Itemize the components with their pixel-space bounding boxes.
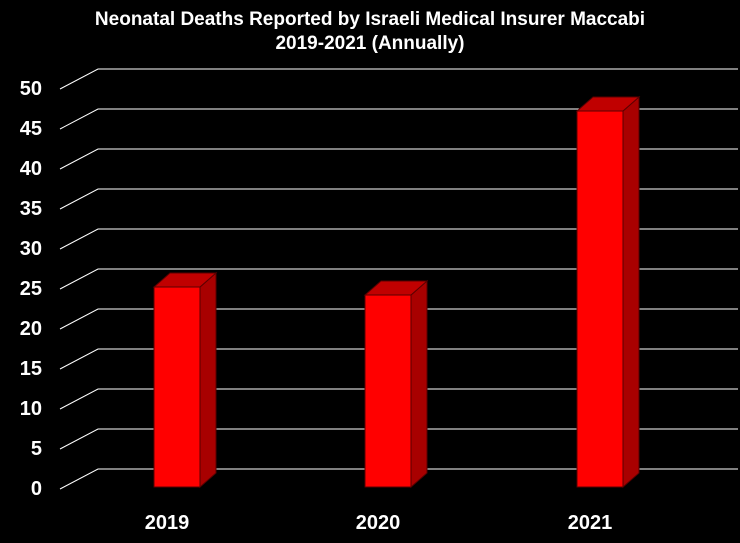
y-tick-label-30: 30 bbox=[20, 238, 42, 260]
x-category-label-2021: 2021 bbox=[568, 512, 613, 534]
gridline-5 bbox=[59, 428, 738, 450]
bar-front-2019 bbox=[153, 286, 201, 488]
y-tick-label-0: 0 bbox=[31, 478, 42, 500]
gridline-15 bbox=[59, 348, 738, 370]
y-tick-label-15: 15 bbox=[20, 358, 42, 380]
bar-2020 bbox=[363, 279, 429, 489]
y-tick-label-10: 10 bbox=[20, 398, 42, 420]
gridline-50 bbox=[59, 68, 738, 90]
gridline-20 bbox=[59, 308, 738, 330]
y-tick-label-5: 5 bbox=[31, 438, 42, 460]
bar-2021 bbox=[575, 95, 641, 489]
bar-2019 bbox=[152, 271, 218, 489]
gridline-40 bbox=[59, 148, 738, 170]
gridline-45 bbox=[59, 108, 738, 130]
bar-side-2021 bbox=[622, 95, 640, 489]
y-tick-label-25: 25 bbox=[20, 278, 42, 300]
chart-title-line1: Neonatal Deaths Reported by Israeli Medi… bbox=[94, 9, 646, 30]
x-axis-category-labels: 2019 2020 2021 bbox=[145, 512, 613, 534]
y-tick-label-45: 45 bbox=[20, 118, 42, 140]
chart-title-line2: 2019-2021 (Annually) bbox=[275, 33, 465, 54]
gridline-10 bbox=[59, 388, 738, 410]
bar-side-2020 bbox=[410, 279, 428, 489]
bar-side-2019 bbox=[199, 271, 217, 489]
y-tick-label-35: 35 bbox=[20, 198, 42, 220]
y-axis-tick-labels: 0 5 10 15 20 25 30 35 40 45 50 bbox=[20, 78, 42, 500]
x-category-label-2019: 2019 bbox=[145, 512, 190, 534]
gridlines bbox=[59, 68, 738, 490]
y-tick-label-40: 40 bbox=[20, 158, 42, 180]
gridline-0 bbox=[59, 468, 738, 490]
gridline-25 bbox=[59, 268, 738, 290]
chart-title: Neonatal Deaths Reported by Israeli Medi… bbox=[0, 8, 740, 56]
y-tick-label-50: 50 bbox=[20, 78, 42, 100]
x-category-label-2020: 2020 bbox=[356, 512, 401, 534]
y-tick-label-20: 20 bbox=[20, 318, 42, 340]
gridline-35 bbox=[59, 188, 738, 210]
bar-front-2021 bbox=[576, 110, 624, 488]
gridline-30 bbox=[59, 228, 738, 250]
bars bbox=[152, 95, 641, 489]
bar-front-2020 bbox=[364, 294, 412, 488]
